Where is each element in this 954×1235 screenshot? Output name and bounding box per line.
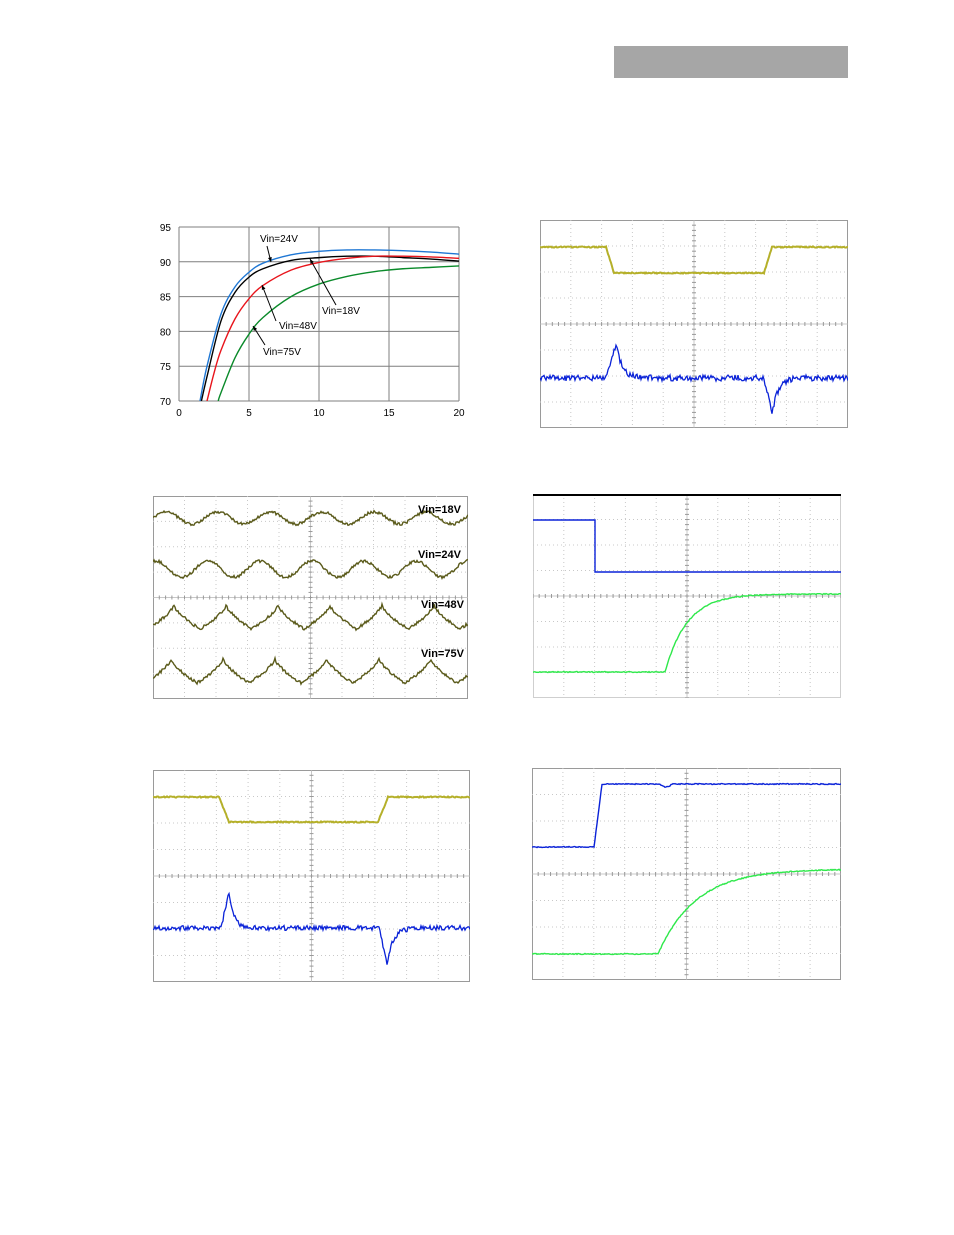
scope-startup-bottom: [532, 768, 841, 980]
eff-x-tick: 20: [453, 408, 465, 419]
eff-y-tick: 85: [160, 293, 172, 304]
scope-transient-top: [540, 220, 848, 428]
eff-y-tick: 70: [160, 397, 172, 408]
eff-annotation-2: Vin=48V: [279, 321, 317, 332]
eff-y-tick: 90: [160, 258, 172, 269]
eff-x-tick: 0: [176, 408, 182, 419]
scope-startup-mid-svg: [533, 494, 841, 698]
scope-startup-mid: [533, 494, 841, 698]
eff-annotation-0: Vin=24V: [260, 234, 298, 245]
ripple-label-18v: Vin=18V: [418, 504, 462, 516]
scope-transient-bottom: [153, 770, 470, 982]
ripple-label-24v: Vin=24V: [418, 549, 462, 561]
eff-y-tick: 75: [160, 362, 172, 373]
efficiency-chart: 0 5 10 15 20 95 90 85 80 75 70 Vin=24V Vin=18V Vin=48…: [140, 215, 480, 430]
eff-x-tick: 10: [313, 408, 325, 419]
eff-annotation-arrow: [310, 259, 336, 305]
scope-transient-bottom-svg: [153, 770, 470, 982]
eff-y-tick: 95: [160, 223, 172, 234]
eff-series-line-1: [201, 256, 459, 401]
scope-ripple-svg: Vin=18V Vin=24V Vin=48V Vin=75V: [153, 496, 468, 699]
eff-y-tick: 80: [160, 327, 172, 338]
eff-annotation-3: Vin=75V: [263, 347, 301, 358]
scope-transient-top-svg: [540, 220, 848, 428]
eff-series-line-2: [207, 256, 459, 401]
eff-annotation-1: Vin=18V: [322, 306, 360, 317]
efficiency-chart-svg: 0 5 10 15 20 95 90 85 80 75 70 Vin=24V Vin=18V Vin=48…: [140, 215, 480, 430]
eff-series-line-3: [218, 266, 459, 401]
eff-series-line-0: [200, 250, 459, 401]
header-gray-box: [614, 46, 848, 78]
scope-startup-bottom-svg: [532, 768, 841, 980]
ripple-label-75v: Vin=75V: [421, 648, 465, 660]
eff-x-tick: 15: [383, 408, 395, 419]
eff-x-tick: 5: [246, 408, 252, 419]
scope-ripple: Vin=18V Vin=24V Vin=48V Vin=75V: [153, 496, 468, 699]
ripple-label-48v: Vin=48V: [421, 599, 465, 611]
